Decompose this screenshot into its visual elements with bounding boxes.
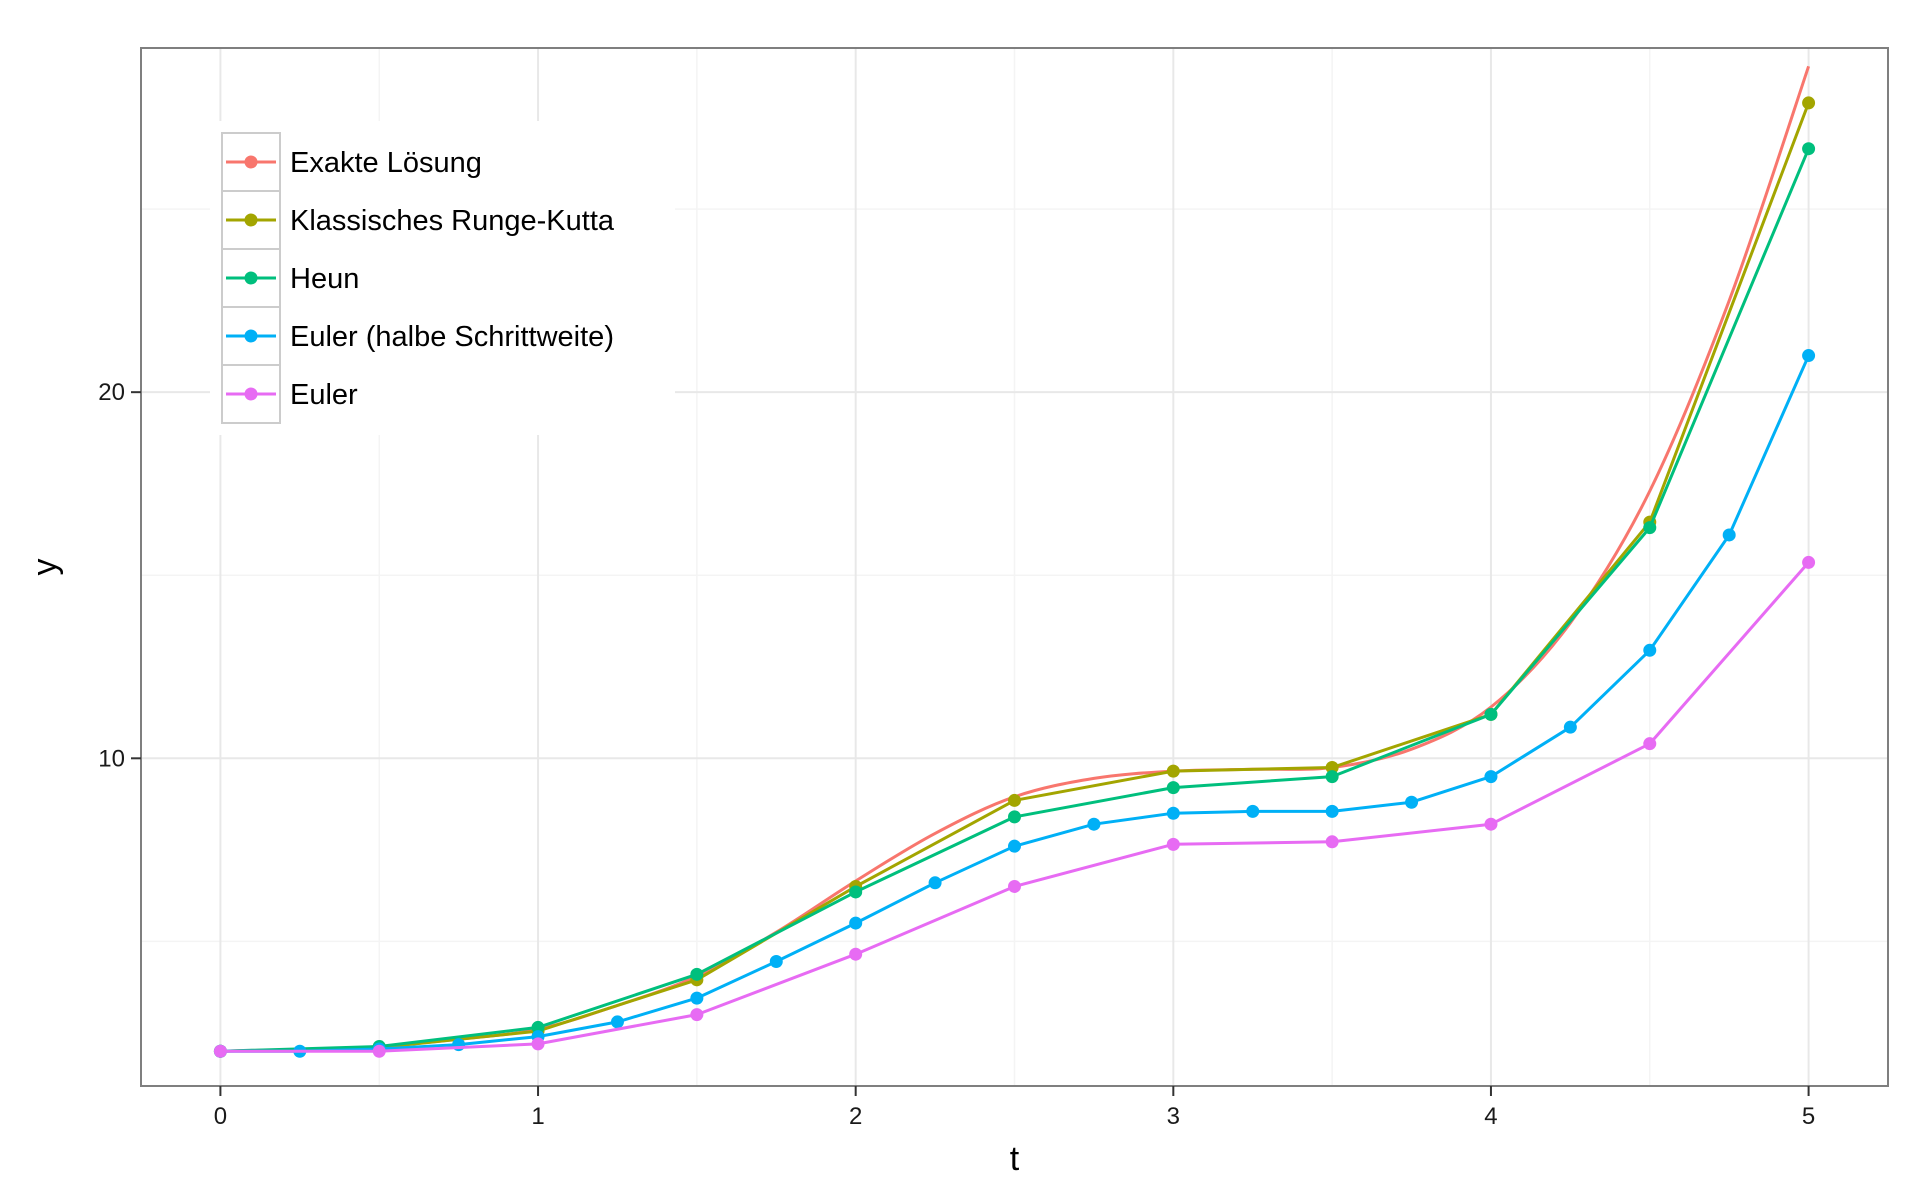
data-point [1802, 96, 1816, 110]
data-point [849, 947, 863, 961]
data-point [849, 885, 863, 899]
data-point [690, 1008, 704, 1022]
data-point [531, 1037, 545, 1051]
x-tick-label: 4 [1484, 1103, 1497, 1130]
data-point [1008, 810, 1021, 824]
legend-key-point [244, 329, 258, 343]
data-point [1722, 528, 1736, 542]
x-tick-label: 5 [1802, 1103, 1815, 1130]
data-point [1802, 142, 1816, 156]
data-point [928, 876, 942, 890]
data-point [1802, 555, 1816, 569]
y-tick-label: 20 [98, 379, 125, 406]
data-point [1325, 835, 1339, 849]
legend-item: Euler (halbe Schrittweite) [221, 306, 614, 366]
legend: Exakte Lösung Klassisches Runge-Kutta Heun… [210, 121, 675, 435]
legend-key-point [244, 387, 258, 401]
data-point [1166, 806, 1180, 820]
data-point [690, 967, 704, 981]
legend-background [210, 121, 675, 435]
x-tick-label: 0 [214, 1103, 227, 1130]
legend-key-point [244, 271, 258, 285]
y-tick-label: 10 [98, 745, 125, 772]
data-point [1008, 879, 1021, 893]
series-layer [213, 65, 1816, 1058]
data-point [610, 1015, 624, 1029]
data-point [1087, 817, 1101, 831]
data-point [213, 1044, 227, 1058]
legend-item: Heun [221, 248, 359, 308]
legend-item: Klassisches Runge-Kutta [221, 190, 615, 250]
data-point [1325, 770, 1339, 784]
data-point [1484, 770, 1498, 784]
data-point [1166, 781, 1180, 795]
legend-key-point [244, 155, 258, 169]
panel-border [140, 47, 1889, 1087]
data-point [1484, 817, 1498, 831]
data-point [769, 955, 783, 969]
axes: 0 1 2 3 4 5 10 20 [98, 379, 1815, 1130]
data-point [1008, 839, 1021, 853]
data-point [1246, 804, 1260, 818]
data-point [849, 916, 863, 930]
x-tick-label: 2 [849, 1103, 862, 1130]
data-point [372, 1044, 386, 1058]
data-point [1166, 837, 1180, 851]
data-point [1405, 795, 1419, 809]
x-axis-title: t [1010, 1140, 1020, 1178]
data-point [1563, 720, 1577, 734]
data-point [1008, 793, 1021, 807]
legend-label: Heun [290, 263, 359, 295]
x-tick-label: 3 [1167, 1103, 1180, 1130]
legend-item: Euler [221, 364, 358, 424]
data-point [1643, 521, 1657, 535]
data-point [1643, 643, 1657, 657]
legend-label: Klassisches Runge-Kutta [290, 205, 615, 237]
series-euler [213, 555, 1816, 1058]
data-point [1643, 737, 1657, 751]
legend-label: Euler (halbe Schrittweite) [290, 321, 614, 353]
y-axis-title: y [26, 559, 64, 576]
legend-key-point [244, 213, 258, 227]
legend-label: Euler [290, 379, 358, 411]
x-tick-label: 1 [531, 1103, 544, 1130]
data-point [1325, 804, 1339, 818]
legend-label: Exakte Lösung [290, 147, 482, 179]
data-point [1484, 707, 1498, 721]
data-point [531, 1020, 545, 1034]
data-point [1325, 760, 1339, 774]
data-point [690, 991, 704, 1005]
data-point [1802, 349, 1816, 363]
data-point [1166, 764, 1180, 778]
legend-item: Exakte Lösung [221, 132, 482, 192]
